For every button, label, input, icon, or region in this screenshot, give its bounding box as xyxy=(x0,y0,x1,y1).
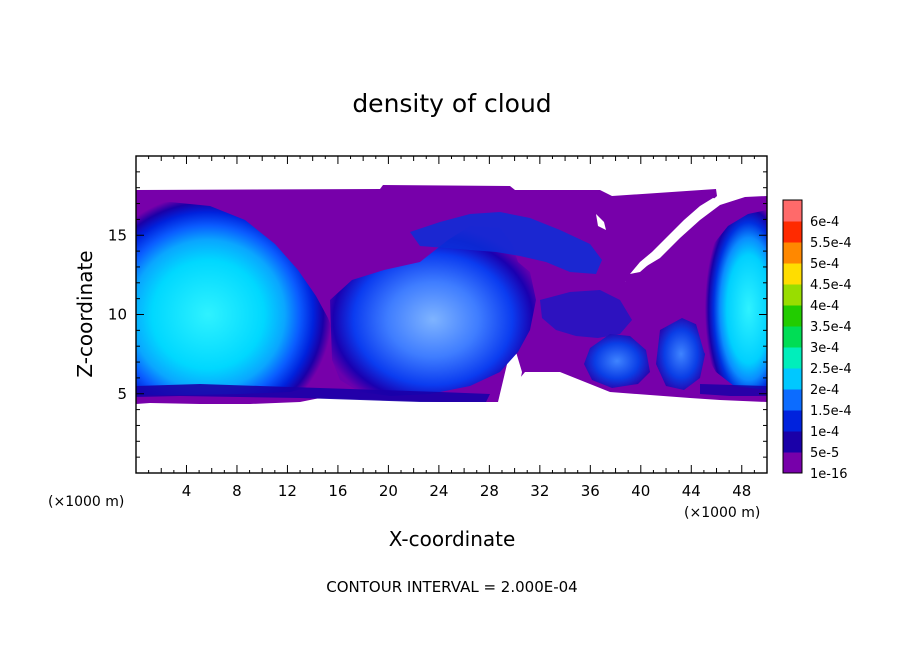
cloud-upper-wisps xyxy=(410,212,602,274)
x-tick-label: 40 xyxy=(631,482,650,500)
clear-gap xyxy=(630,198,722,274)
x-axis-ticks: 4 8 12 16 20 24 28 32 36 40 44 48 xyxy=(148,156,755,500)
x-unit-right: (×1000 m) xyxy=(684,505,760,521)
colorbar-swatch xyxy=(783,242,802,264)
colorbar-level-label: 3e-4 xyxy=(810,341,839,356)
colorbar-swatch xyxy=(783,263,802,285)
y-axis-label: Z-coordinate xyxy=(73,250,97,377)
cloud-left-anvil xyxy=(136,202,336,396)
colorbar-level-label: 3.5e-4 xyxy=(810,320,852,335)
y-tick-label: 10 xyxy=(108,306,127,324)
x-tick-label: 28 xyxy=(480,482,499,500)
clear-gap-small xyxy=(596,214,606,230)
x-tick-label: 20 xyxy=(379,482,398,500)
colorbar-level-label: 4.5e-4 xyxy=(810,278,852,293)
colorbar-level-label: 1e-4 xyxy=(810,425,839,440)
x-tick-label: 4 xyxy=(182,482,192,500)
colorbar-level-label: 2.5e-4 xyxy=(810,362,852,377)
colorbar-swatch xyxy=(783,410,802,432)
x-tick-label: 48 xyxy=(732,482,751,500)
colorbar-level-label: 4e-4 xyxy=(810,299,839,314)
colorbar-swatch xyxy=(783,326,802,348)
colorbar-swatch xyxy=(783,389,802,411)
colorbar: 1e-16 5e-5 1e-4 1.5e-4 2e-4 2.5e-4 3e-4 3.5e-4 4… xyxy=(782,199,852,482)
colorbar-swatch xyxy=(783,221,802,243)
colorbar-level-label: 5e-5 xyxy=(810,446,839,461)
colorbar-swatch xyxy=(783,452,802,474)
cloud-central-core xyxy=(330,226,536,396)
x-tick-label: 12 xyxy=(278,482,297,500)
x-tick-label: 16 xyxy=(328,482,347,500)
x-unit-left: (×1000 m) xyxy=(48,494,124,510)
cloud-right-anvil xyxy=(694,210,767,390)
y-tick-label: 15 xyxy=(108,226,127,244)
cloud-right-cell-2 xyxy=(656,318,706,390)
colorbar-swatch xyxy=(783,305,802,327)
x-axis-label: X-coordinate xyxy=(389,527,516,551)
clear-notch xyxy=(498,352,522,402)
colorbar-swatch xyxy=(783,347,802,369)
cloud-base-streak-right xyxy=(700,384,767,396)
contour-interval-note: CONTOUR INTERVAL = 2.000E-04 xyxy=(326,578,577,596)
x-tick-label: 8 xyxy=(232,482,242,500)
colorbar-swatch xyxy=(783,431,802,453)
colorbar-swatch xyxy=(783,368,802,390)
colorbar-swatch xyxy=(783,200,802,222)
colorbar-level-label: 1e-16 xyxy=(810,467,848,482)
x-tick-label: 44 xyxy=(682,482,701,500)
cloud-base-streak xyxy=(136,384,490,402)
colorbar-level-label: 1.5e-4 xyxy=(810,404,852,419)
chart-title: density of cloud xyxy=(352,89,551,118)
y-axis-ticks: 5 10 15 xyxy=(108,171,767,458)
cloud-mid-band xyxy=(540,290,632,338)
colorbar-level-label: 6e-4 xyxy=(810,215,839,230)
colorbar-level-label: 5e-4 xyxy=(810,257,839,272)
colorbar-frame xyxy=(782,199,803,474)
heatmap-field xyxy=(136,185,767,404)
colorbar-level-label: 5.5e-4 xyxy=(810,236,852,251)
colorbar-swatch xyxy=(783,284,802,306)
x-tick-label: 36 xyxy=(581,482,600,500)
x-tick-label: 24 xyxy=(429,482,448,500)
y-tick-label: 5 xyxy=(117,385,127,403)
x-tick-label: 32 xyxy=(530,482,549,500)
cloud-right-cell xyxy=(584,334,650,388)
colorbar-level-label: 2e-4 xyxy=(810,383,839,398)
